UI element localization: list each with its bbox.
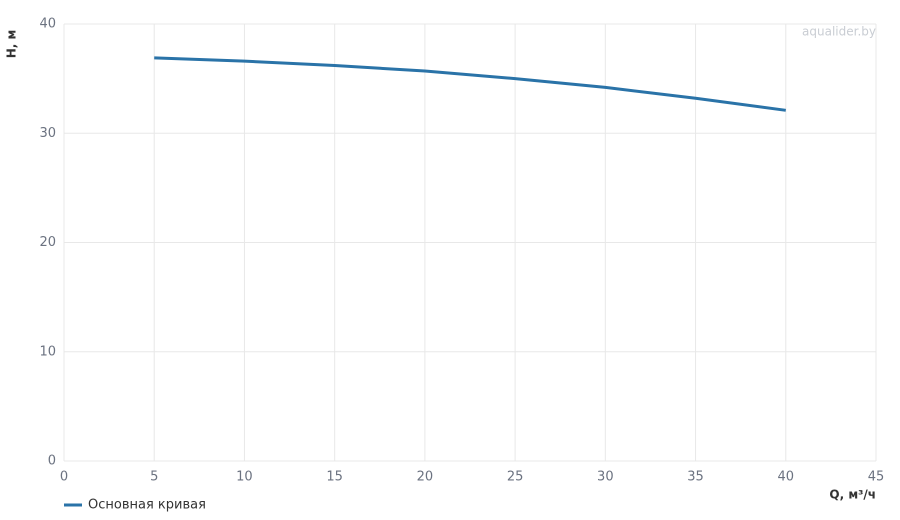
x-tick-label: 25 [507, 470, 524, 485]
x-axis-label: Q, м³/ч [829, 488, 876, 502]
x-tick-label: 0 [60, 470, 68, 485]
x-tick-label: 30 [597, 470, 614, 485]
x-tick-label: 15 [326, 470, 343, 485]
y-tick-label: 10 [39, 344, 56, 359]
y-axis-label: H, м [5, 30, 19, 59]
watermark: aqualider.by [802, 25, 876, 39]
y-tick-label: 20 [39, 235, 56, 250]
y-tick-label: 30 [39, 126, 56, 141]
x-tick-label: 40 [778, 470, 795, 485]
x-tick-label: 10 [236, 470, 253, 485]
x-tick-label: 20 [417, 470, 434, 485]
x-tick-label: 5 [150, 470, 158, 485]
x-tick-label: 35 [687, 470, 704, 485]
x-tick-label: 45 [868, 470, 885, 485]
y-tick-label: 40 [39, 17, 56, 32]
y-tick-label: 0 [48, 454, 56, 469]
legend-label: Основная кривая [88, 498, 206, 513]
series-line [154, 56, 786, 112]
